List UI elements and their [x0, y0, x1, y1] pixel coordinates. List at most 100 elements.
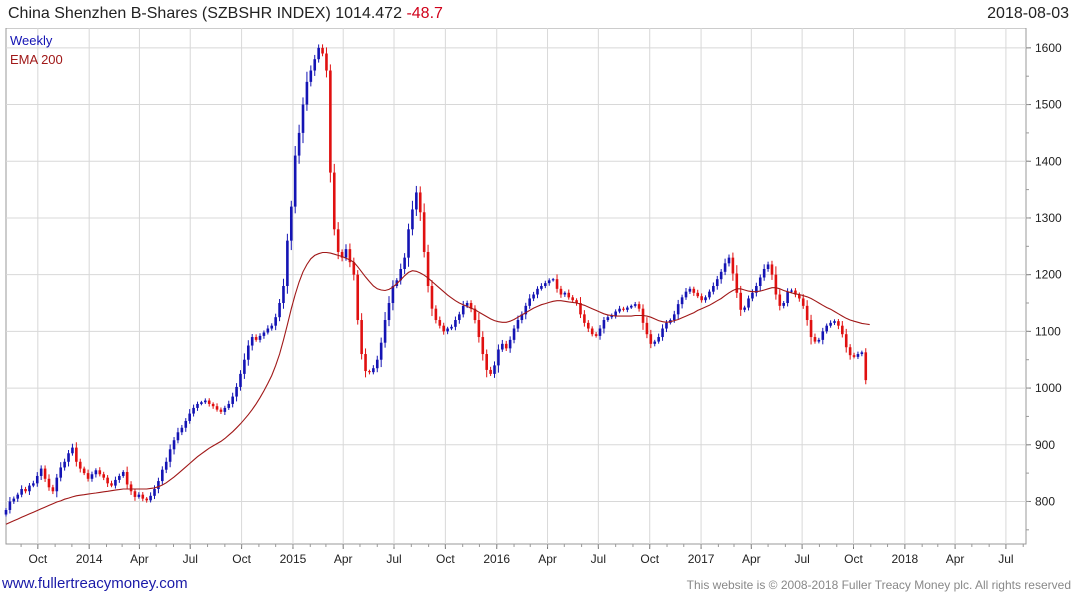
- candle-body: [590, 328, 594, 335]
- candle-body: [848, 347, 852, 356]
- x-tick-label: Jul: [183, 552, 198, 566]
- legend-weekly: Weekly: [10, 33, 53, 48]
- candle-body: [743, 307, 746, 310]
- candle-body: [712, 286, 715, 292]
- y-tick-label: 800: [1035, 494, 1055, 508]
- candle-body: [563, 292, 567, 295]
- chart-date: 2018-08-03: [987, 5, 1069, 22]
- candle-body: [602, 320, 606, 329]
- candle-body: [864, 352, 868, 381]
- candle-body: [747, 298, 750, 308]
- candle-body: [204, 400, 207, 403]
- candle-body: [422, 212, 426, 252]
- candle-body: [676, 304, 680, 315]
- candle-body: [383, 320, 387, 343]
- plot-area: [5, 28, 1027, 545]
- x-tick-label: Oct: [28, 552, 47, 566]
- candle-body: [852, 355, 856, 357]
- x-tick-label: Jul: [591, 552, 606, 566]
- candle-body: [512, 328, 516, 340]
- candle-body: [598, 328, 602, 336]
- candle-body: [211, 403, 215, 407]
- chart-title: China Shenzhen B-Shares (SZBSHR INDEX) 1…: [8, 5, 443, 23]
- x-tick-label: Apr: [946, 552, 965, 566]
- candle-body: [606, 317, 610, 321]
- candle-body: [200, 402, 203, 404]
- candle-body: [860, 352, 864, 355]
- candle-body: [528, 298, 531, 306]
- candle-body: [16, 494, 20, 499]
- candle-body: [688, 288, 692, 292]
- y-tick-label: 1000: [1035, 381, 1062, 395]
- candle-body: [446, 328, 449, 332]
- candle-body: [411, 209, 414, 230]
- candle-body: [633, 304, 637, 306]
- candle-body: [246, 345, 250, 360]
- site-link[interactable]: www.fullertreacymoney.com: [2, 575, 188, 592]
- candle-body: [184, 420, 188, 428]
- candle-body: [833, 321, 836, 323]
- candle-body: [477, 320, 481, 338]
- candle-body: [708, 291, 711, 298]
- candle-body: [125, 471, 129, 485]
- candle-body: [379, 342, 383, 360]
- candle-body: [727, 257, 731, 264]
- candle-body: [305, 81, 309, 105]
- candle-body: [59, 467, 63, 478]
- candle-body: [719, 271, 723, 280]
- candle-body: [301, 104, 305, 133]
- candle-body: [465, 303, 469, 306]
- x-tick-label: Oct: [640, 552, 659, 566]
- candle-body: [547, 280, 551, 284]
- candle-body: [336, 229, 340, 252]
- candle-body: [520, 314, 524, 321]
- candle-body: [243, 359, 246, 374]
- x-tick-label: Jul: [794, 552, 809, 566]
- candle-body: [516, 320, 520, 329]
- candle-body: [586, 322, 590, 329]
- candle-body: [86, 473, 90, 479]
- candle-body: [774, 274, 778, 295]
- candle-body: [434, 308, 438, 321]
- candle-body: [442, 325, 446, 332]
- candle-body: [102, 474, 106, 478]
- candle-body: [645, 322, 649, 335]
- candle-body: [219, 409, 223, 412]
- candle-body: [704, 297, 707, 301]
- candle-body: [782, 303, 786, 306]
- candle-body: [129, 484, 133, 492]
- candle-body: [657, 337, 660, 342]
- y-tick-label: 1300: [1035, 211, 1062, 225]
- y-tick-label: 1400: [1035, 154, 1062, 168]
- candle-body: [618, 308, 621, 312]
- candle-body: [770, 264, 774, 275]
- candle-body: [106, 477, 109, 484]
- candle-body: [841, 325, 844, 335]
- candle-body: [626, 307, 629, 310]
- candle-body: [82, 468, 86, 474]
- candle-body: [567, 292, 571, 298]
- candle-body: [372, 368, 375, 373]
- candle-body: [766, 264, 770, 269]
- x-tick-label: Oct: [436, 552, 455, 566]
- candle-body: [235, 386, 238, 397]
- candle-body: [286, 240, 289, 286]
- candle-body: [32, 483, 35, 486]
- candle-body: [43, 468, 47, 479]
- candle-body: [399, 268, 403, 281]
- candle-body: [594, 334, 598, 336]
- candle-body: [415, 192, 418, 210]
- candle-body: [313, 59, 317, 71]
- candle-body: [325, 53, 328, 71]
- x-tick-label: Jul: [998, 552, 1013, 566]
- copyright-notice: This website is © 2008-2018 Fuller Treac…: [686, 578, 1071, 592]
- candle-body: [821, 331, 825, 340]
- candle-body: [94, 470, 98, 475]
- candle-body: [118, 475, 121, 480]
- candle-body: [28, 485, 31, 492]
- candle-body: [141, 494, 145, 499]
- candle-body: [622, 308, 625, 310]
- candle-body: [344, 249, 348, 258]
- candle-body: [157, 481, 160, 489]
- y-tick-label: 1200: [1035, 268, 1062, 282]
